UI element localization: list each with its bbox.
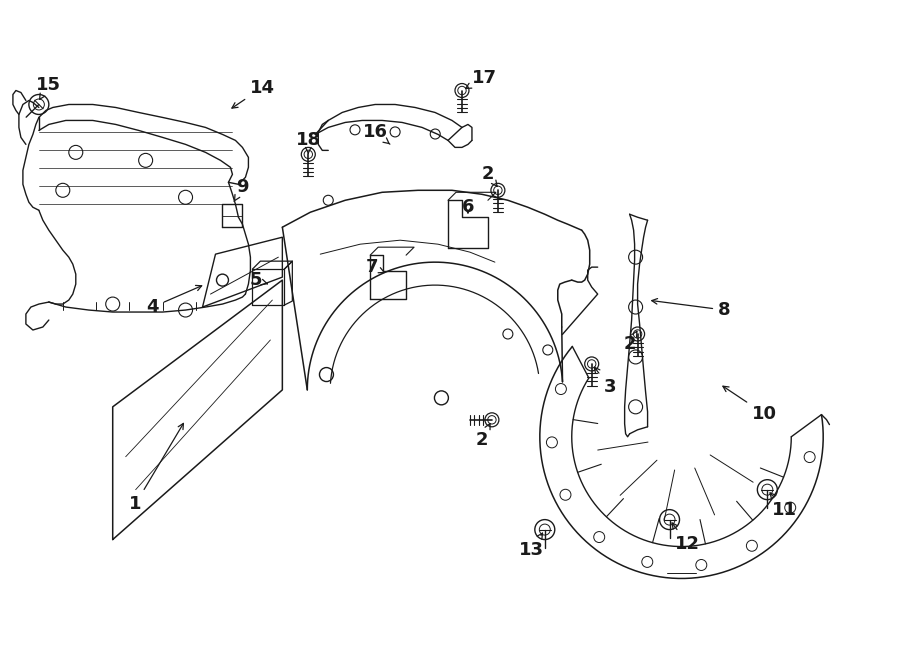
Circle shape <box>585 357 598 371</box>
Text: 12: 12 <box>672 523 700 553</box>
Text: 6: 6 <box>462 198 474 216</box>
Circle shape <box>455 83 469 97</box>
Text: 2: 2 <box>624 331 637 353</box>
Text: 10: 10 <box>723 386 777 423</box>
Circle shape <box>302 148 315 162</box>
Text: 9: 9 <box>234 178 248 201</box>
Text: 13: 13 <box>519 533 544 559</box>
Circle shape <box>485 413 499 427</box>
Text: 5: 5 <box>249 271 267 289</box>
Text: 14: 14 <box>232 79 274 108</box>
Circle shape <box>631 327 644 341</box>
Text: 17: 17 <box>465 69 498 89</box>
Text: 11: 11 <box>770 493 796 518</box>
Text: 4: 4 <box>147 285 202 316</box>
Text: 7: 7 <box>366 258 384 276</box>
Circle shape <box>491 183 505 197</box>
Text: 18: 18 <box>296 131 321 153</box>
Text: 16: 16 <box>363 123 390 144</box>
Text: 2: 2 <box>482 166 497 187</box>
Text: 15: 15 <box>36 75 61 99</box>
Text: 8: 8 <box>652 299 731 319</box>
Text: 1: 1 <box>130 424 184 512</box>
Text: 2: 2 <box>476 424 490 449</box>
Text: 3: 3 <box>594 367 616 396</box>
